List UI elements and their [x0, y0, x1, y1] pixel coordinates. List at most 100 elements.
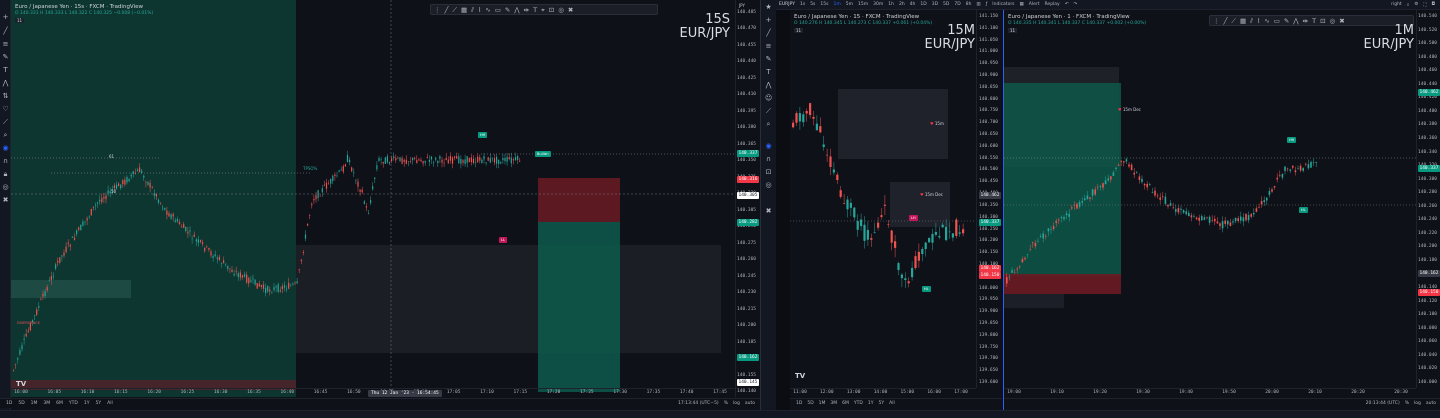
rect-tool-icon[interactable]: ▭	[494, 5, 501, 14]
grid-tool-icon[interactable]: ▦	[1239, 16, 1247, 25]
ruler-icon[interactable]: ⟋	[3, 118, 8, 126]
tf-1d[interactable]: 1D	[920, 2, 927, 7]
auto-toggle[interactable]: auto	[744, 401, 755, 406]
chart-pane-15s[interactable]: + ╱ ≡ ✎ T ⋀ ⇅ ♡ ⟋ ⌕ ◉ ∩ 🔒︎ ◎ ✖ HH	[0, 0, 760, 418]
trend-line-icon[interactable]: ╱	[3, 27, 8, 35]
auto-toggle[interactable]: auto	[1425, 401, 1436, 406]
tf-15s[interactable]: 15s	[820, 2, 829, 7]
indicator-counter[interactable]: 11	[15, 18, 25, 23]
range-3m[interactable]: 3M	[830, 401, 838, 406]
cursor-mode-icon[interactable]: ◉	[765, 142, 772, 150]
crosshair-icon[interactable]: +	[765, 16, 772, 24]
range-6m[interactable]: 6M	[842, 401, 849, 406]
pattern-tool-icon[interactable]: ⋀	[514, 5, 520, 14]
star-icon[interactable]: ★	[765, 3, 772, 11]
percent-toggle[interactable]: %	[723, 401, 728, 406]
range-1m[interactable]: 1M	[818, 401, 826, 406]
trash-icon[interactable]: ✖	[765, 207, 772, 215]
brush-tool-icon[interactable]: ✎	[504, 5, 511, 14]
time-axis[interactable]: 11:00 12:00 13:00 14:00 15:00 16:00 17:00	[790, 388, 976, 397]
heart-icon[interactable]: ♡	[2, 105, 9, 113]
range-1d[interactable]: 1D	[6, 401, 13, 406]
clock[interactable]: 20:13:44 (UTC)	[1365, 401, 1400, 406]
price-plot[interactable]: ♥ 15m Dec HH HL	[1004, 10, 1416, 388]
indicators-button[interactable]: Indicators	[992, 2, 1015, 7]
symbol-title[interactable]: Euro / Japanese Yen · 15s · FXCM · Tradi…	[15, 4, 143, 10]
range-1d[interactable]: 1D	[796, 401, 803, 406]
price-plot[interactable]: ♥ 15m ♥ 15m Dec LH HL TV	[790, 10, 976, 388]
cursor-mode-icon[interactable]: ◉	[2, 144, 9, 152]
text-tool-icon[interactable]: T	[1312, 16, 1317, 25]
trash-icon[interactable]: ✖	[2, 196, 9, 204]
ray-tool-icon[interactable]: ⟋	[452, 5, 457, 14]
rect-tool-icon[interactable]: ▭	[1273, 16, 1280, 25]
tf-2h[interactable]: 2h	[898, 2, 905, 7]
eye-tool-icon[interactable]: ◎	[1329, 16, 1336, 25]
layout-name[interactable]: right	[1391, 2, 1402, 7]
range-6m[interactable]: 6M	[56, 401, 63, 406]
pin-tool-icon[interactable]: ⌖	[541, 5, 545, 14]
alert-button[interactable]: Alert	[1028, 2, 1040, 7]
range-3m[interactable]: 3M	[43, 401, 51, 406]
eye-icon[interactable]: ◎	[2, 183, 9, 191]
tf-5d[interactable]: 5D	[943, 2, 950, 7]
wave-tool-icon[interactable]: ∿	[1264, 16, 1270, 25]
prediction-icon[interactable]: ⇅	[2, 92, 9, 100]
clock[interactable]: 17:13:44 (UTC−5)	[677, 401, 719, 406]
tf-5m[interactable]: 5m	[845, 2, 853, 7]
magnet-icon[interactable]: ∩	[2, 157, 9, 165]
pattern-icon[interactable]: ⋀	[765, 81, 772, 89]
ruler-icon[interactable]: ⟋	[766, 107, 771, 115]
text-tool-icon[interactable]: T	[533, 5, 538, 14]
chart-pane-15m[interactable]: ♥ 15m ♥ 15m Dec LH HL TV Euro / Japanese…	[790, 10, 1002, 418]
range-5d[interactable]: 5D	[807, 401, 814, 406]
indicator-counter[interactable]: 11	[1008, 28, 1018, 33]
tf-1s[interactable]: 1s	[799, 2, 806, 7]
zoom-icon[interactable]: ⌕	[3, 131, 8, 139]
range-5d[interactable]: 5D	[18, 401, 25, 406]
tf-7d[interactable]: 7D	[954, 2, 961, 7]
eye-tool-icon[interactable]: ◎	[558, 5, 564, 14]
brush-icon[interactable]: ✎	[2, 53, 9, 61]
tf-5s[interactable]: 5s	[810, 2, 816, 7]
drag-handle-icon[interactable]: ⋮	[1213, 16, 1220, 25]
fullscreen-icon[interactable]: ⛶	[1423, 2, 1427, 8]
tf-1h[interactable]: 1h	[888, 2, 894, 7]
range-1y[interactable]: 1Y	[83, 401, 90, 406]
trash-tool-icon[interactable]: ✖	[567, 5, 574, 14]
replay-button[interactable]: Replay	[1044, 2, 1060, 7]
log-toggle[interactable]: log	[1413, 401, 1421, 406]
percent-toggle[interactable]: %	[1404, 401, 1409, 406]
tf-4h[interactable]: 4h	[909, 2, 916, 7]
tf-8h[interactable]: 8h	[965, 2, 972, 7]
trash-tool-icon[interactable]: ✖	[1339, 16, 1345, 25]
fib-icon[interactable]: ≡	[765, 42, 772, 50]
channel-tool-icon[interactable]: ⫽	[471, 5, 475, 14]
eye-icon[interactable]: ◎	[765, 181, 772, 189]
range-1y[interactable]: 1Y	[867, 401, 874, 406]
grid-tool-icon[interactable]: ▦	[460, 5, 468, 14]
price-axis[interactable]: 141.150 141.100 141.050 141.000 140.950 140.9…	[976, 10, 1002, 388]
measure-tool-icon[interactable]: ⇹	[523, 5, 530, 14]
range-ytd[interactable]: YTD	[853, 401, 863, 406]
chart-pane-1m[interactable]: ♥ 15m Dec HH HL Euro / Japanese Yen · 1 …	[1003, 10, 1440, 418]
time-axis[interactable]: 16:00 16:05 16:10 16:15 16:20 16:25 16:30 16:35…	[11, 388, 735, 397]
price-plot[interactable]: HH Bullish LL TPSO% 61 50 DIVERGENCE TV	[11, 0, 735, 397]
range-ytd[interactable]: YTD	[68, 401, 78, 406]
tf-3d[interactable]: 3D	[931, 2, 939, 7]
measure-tool-icon[interactable]: ⇹	[1302, 16, 1309, 25]
text-icon[interactable]: T	[766, 68, 771, 76]
wave-tool-icon[interactable]: ∿	[485, 5, 491, 14]
chart-type-icon[interactable]: ▥	[976, 2, 981, 7]
brush-icon[interactable]: ✎	[765, 55, 772, 63]
symbol-title[interactable]: Euro / Japanese Yen · 15 · FXCM · Tradin…	[794, 14, 920, 20]
settings-icon[interactable]: ⚙	[1414, 2, 1419, 7]
brush-tool-icon[interactable]: ✎	[1283, 16, 1290, 25]
zoom-icon[interactable]: ⌕	[766, 120, 771, 128]
symbol-title[interactable]: Euro / Japanese Yen · 1 · FXCM · Trading…	[1008, 14, 1130, 20]
pattern-tool-icon[interactable]: ⋀	[1293, 16, 1299, 25]
text-icon[interactable]: T	[3, 66, 8, 74]
pane-divider[interactable]: ★ + ╱ ≡ ✎ T ⋀ ☺ ⟋ ⌕ ◉ ∩ ⊡ ◎ ✖	[760, 0, 776, 418]
time-axis[interactable]: 19:00 19:10 19:20 19:30 19:40 19:50 20:00 20:10…	[1004, 388, 1416, 397]
crosshair-icon[interactable]: +	[2, 13, 9, 21]
